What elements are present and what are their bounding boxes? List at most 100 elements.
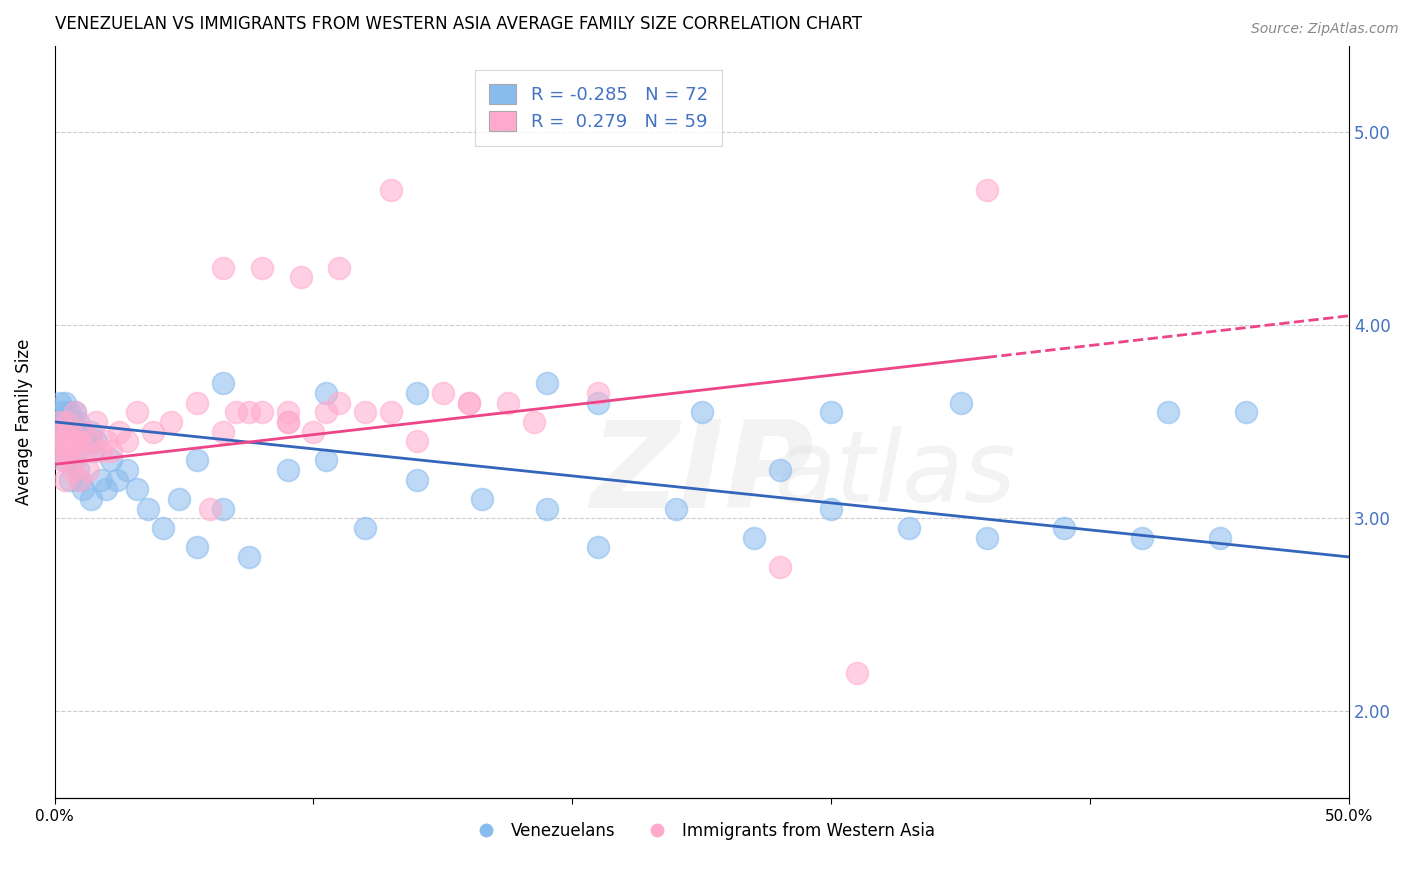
Point <box>65 405 87 419</box>
Point <box>406 386 429 401</box>
Point <box>62 463 84 477</box>
Point <box>315 405 337 419</box>
Point <box>53 473 76 487</box>
Point <box>100 453 122 467</box>
Point <box>65 443 87 458</box>
Point <box>406 473 429 487</box>
Point <box>186 541 208 555</box>
Point <box>48 395 70 409</box>
Point <box>167 492 190 507</box>
Point <box>72 425 94 439</box>
Point <box>65 405 87 419</box>
Point <box>53 434 76 449</box>
Point <box>380 183 402 197</box>
Point <box>976 183 998 197</box>
Point <box>72 425 94 439</box>
Point <box>665 501 688 516</box>
Point <box>949 395 972 409</box>
Point <box>457 395 479 409</box>
Point <box>406 434 429 449</box>
Point <box>108 425 131 439</box>
Point <box>1234 405 1257 419</box>
Point <box>66 415 89 429</box>
Point <box>768 463 790 477</box>
Point <box>62 453 84 467</box>
Point <box>48 415 70 429</box>
Point <box>69 473 91 487</box>
Point <box>588 395 610 409</box>
Point <box>90 473 112 487</box>
Point <box>238 405 260 419</box>
Point <box>198 501 221 516</box>
Point <box>250 405 273 419</box>
Point <box>457 395 479 409</box>
Point <box>302 425 325 439</box>
Point <box>432 386 454 401</box>
Point <box>211 501 233 516</box>
Point <box>53 395 76 409</box>
Point <box>898 521 921 535</box>
Point <box>536 501 558 516</box>
Point <box>56 443 79 458</box>
Point <box>51 443 73 458</box>
Point <box>77 463 100 477</box>
Point <box>59 405 82 419</box>
Point <box>211 425 233 439</box>
Point <box>588 541 610 555</box>
Point <box>115 434 138 449</box>
Point <box>56 405 79 419</box>
Point <box>53 453 76 467</box>
Point <box>59 473 82 487</box>
Point <box>328 395 350 409</box>
Point <box>115 463 138 477</box>
Point <box>56 415 79 429</box>
Point <box>290 270 312 285</box>
Point <box>51 405 73 419</box>
Point <box>80 425 103 439</box>
Point <box>496 395 519 409</box>
Point <box>51 425 73 439</box>
Point <box>80 492 103 507</box>
Point <box>380 405 402 419</box>
Point <box>1157 405 1180 419</box>
Point <box>690 405 713 419</box>
Point <box>536 376 558 391</box>
Point <box>62 415 84 429</box>
Point <box>59 453 82 467</box>
Point <box>84 415 107 429</box>
Point <box>277 415 299 429</box>
Point <box>315 453 337 467</box>
Point <box>277 405 299 419</box>
Point <box>211 260 233 275</box>
Point <box>354 405 377 419</box>
Point <box>186 395 208 409</box>
Point <box>136 501 159 516</box>
Text: Source: ZipAtlas.com: Source: ZipAtlas.com <box>1251 22 1399 37</box>
Point <box>328 260 350 275</box>
Point <box>66 463 89 477</box>
Point <box>66 443 89 458</box>
Point <box>471 492 494 507</box>
Point <box>56 443 79 458</box>
Y-axis label: Average Family Size: Average Family Size <box>15 339 32 505</box>
Point <box>75 443 97 458</box>
Point <box>250 260 273 275</box>
Point <box>65 434 87 449</box>
Point <box>523 415 546 429</box>
Point <box>354 521 377 535</box>
Point <box>96 434 118 449</box>
Point <box>53 415 76 429</box>
Text: ZIP: ZIP <box>591 416 814 533</box>
Text: atlas: atlas <box>775 426 1017 523</box>
Point <box>59 434 82 449</box>
Point <box>315 386 337 401</box>
Point <box>127 483 149 497</box>
Point <box>69 434 91 449</box>
Point <box>69 425 91 439</box>
Point <box>51 425 73 439</box>
Point <box>768 559 790 574</box>
Point <box>59 425 82 439</box>
Point <box>51 453 73 467</box>
Point <box>77 434 100 449</box>
Point <box>75 434 97 449</box>
